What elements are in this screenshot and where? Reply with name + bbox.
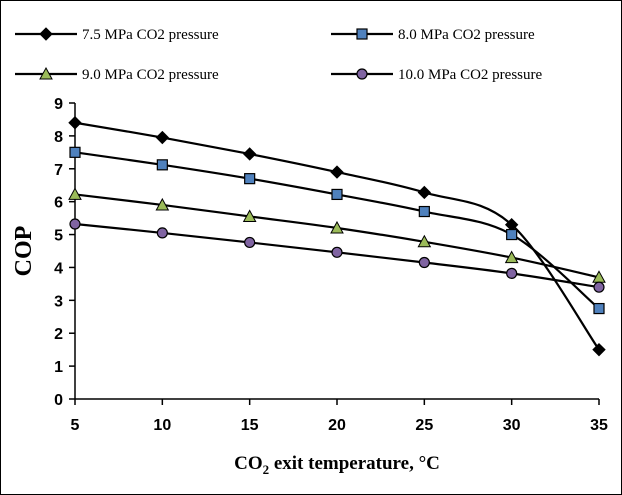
legend-marker <box>356 68 368 80</box>
data-point <box>417 185 432 200</box>
y-tick-label: 1 <box>54 359 63 376</box>
data-point <box>68 187 82 200</box>
x-axis-title-main: CO <box>234 453 263 474</box>
legend-marker <box>39 66 53 80</box>
y-tick-label: 0 <box>54 392 63 409</box>
series-4 <box>69 218 605 293</box>
legend-label: 8.0 MPa CO2 pressure <box>398 27 535 43</box>
legend-marker <box>39 27 53 41</box>
data-point <box>68 116 82 130</box>
series-2 <box>69 146 605 315</box>
y-tick-label: 9 <box>54 96 63 113</box>
data-point <box>330 220 344 234</box>
y-tick-label: 2 <box>54 326 63 343</box>
legend-entry: 7.5 MPa CO2 pressure <box>15 27 219 43</box>
data-point <box>155 197 170 211</box>
data-point <box>156 227 168 239</box>
data-point <box>330 165 344 179</box>
x-tick-label: 25 <box>415 417 433 434</box>
y-axis-title: COP <box>11 226 37 277</box>
legend: 7.5 MPa CO2 pressure 8.0 MPa CO2 pressure… <box>15 27 542 83</box>
legend-entry: 10.0 MPa CO2 pressure <box>331 67 542 83</box>
y-tick-label: 4 <box>54 260 63 277</box>
legend-entry: 8.0 MPa CO2 pressure <box>331 27 535 43</box>
data-point <box>592 342 606 357</box>
legend-label: 10.0 MPa CO2 pressure <box>398 67 542 83</box>
legend-label: 7.5 MPa CO2 pressure <box>82 27 219 43</box>
x-tick-label: 10 <box>153 417 171 434</box>
data-point <box>506 267 518 279</box>
y-tick-label: 7 <box>54 162 63 179</box>
data-point <box>69 218 81 230</box>
data-point <box>418 256 430 269</box>
data-point <box>155 130 170 145</box>
data-point <box>593 281 605 293</box>
data-point <box>242 147 257 161</box>
data-point <box>417 234 432 248</box>
y-tick-label: 8 <box>54 129 63 146</box>
data-point <box>506 228 518 241</box>
x-tick-label: 20 <box>328 417 346 434</box>
data-point <box>504 250 519 264</box>
legend-entry: 9.0 MPa CO2 pressure <box>15 66 219 83</box>
x-tick-label: 15 <box>241 417 259 434</box>
series-1 <box>68 116 606 357</box>
data-point <box>244 173 256 185</box>
x-tick-label: 30 <box>503 417 521 434</box>
legend-marker <box>356 28 368 40</box>
data-point <box>331 246 343 258</box>
y-tick-label: 6 <box>54 195 63 212</box>
y-tick-label: 5 <box>54 228 63 245</box>
data-point <box>418 205 430 218</box>
data-point <box>156 159 168 171</box>
x-axis-title-subscript: 2 <box>263 462 270 477</box>
data-point <box>244 236 256 249</box>
series-line <box>74 193 600 279</box>
y-tick-label: 3 <box>54 293 63 310</box>
series-group <box>68 116 606 357</box>
x-axis-title-rest: exit temperature, °C <box>269 453 440 474</box>
data-point <box>69 146 81 158</box>
x-tick-label: 35 <box>590 417 608 434</box>
data-point <box>331 188 343 201</box>
y-axis-ticks: 0 1 2 3 4 5 6 7 8 9 <box>54 96 75 409</box>
series-line <box>74 121 600 351</box>
data-point <box>242 209 257 222</box>
x-tick-label: 5 <box>71 417 80 434</box>
x-axis-ticks: 5 10 15 20 25 30 35 <box>71 399 608 434</box>
legend-label: 9.0 MPa CO2 pressure <box>82 67 219 83</box>
data-point <box>593 302 605 315</box>
x-axis-title: CO2 exit temperature, °C <box>234 453 440 477</box>
series-3 <box>68 187 606 283</box>
